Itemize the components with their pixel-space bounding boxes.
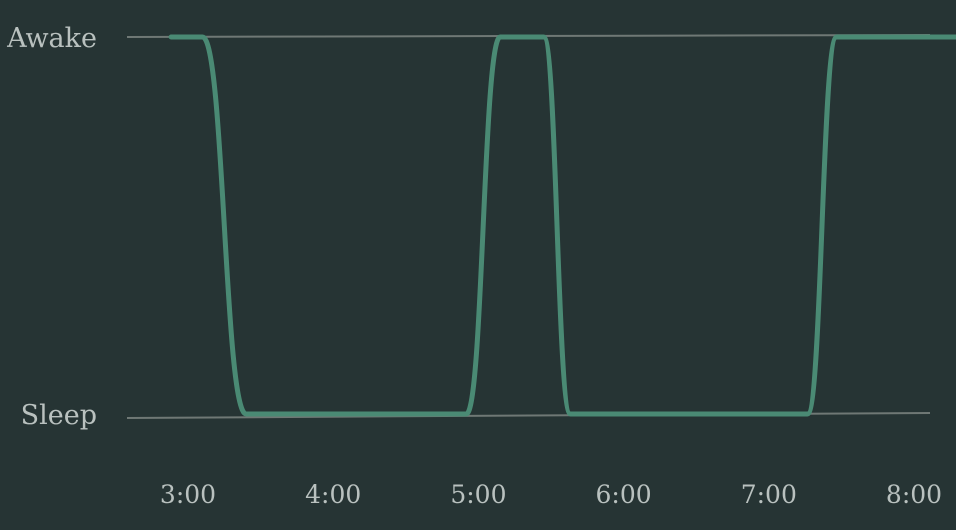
series-layer [168,34,956,417]
x-tick-label: 5:00 [450,480,506,509]
x-tick-label: 6:00 [596,480,652,509]
x-tick-label: 4:00 [305,480,361,509]
y-axis-labels: Sleep Awake [6,23,97,431]
y-label-awake: Awake [6,23,97,54]
x-tick-label: 3:00 [160,480,216,509]
x-axis-labels: 3:00 4:00 5:00 6:00 7:00 8:00 [160,480,942,509]
y-label-sleep: Sleep [21,400,97,431]
x-tick-label: 7:00 [741,480,797,509]
sleep-state-line [168,34,956,417]
x-tick-label: 8:00 [886,480,942,509]
reference-lines [126,34,931,419]
